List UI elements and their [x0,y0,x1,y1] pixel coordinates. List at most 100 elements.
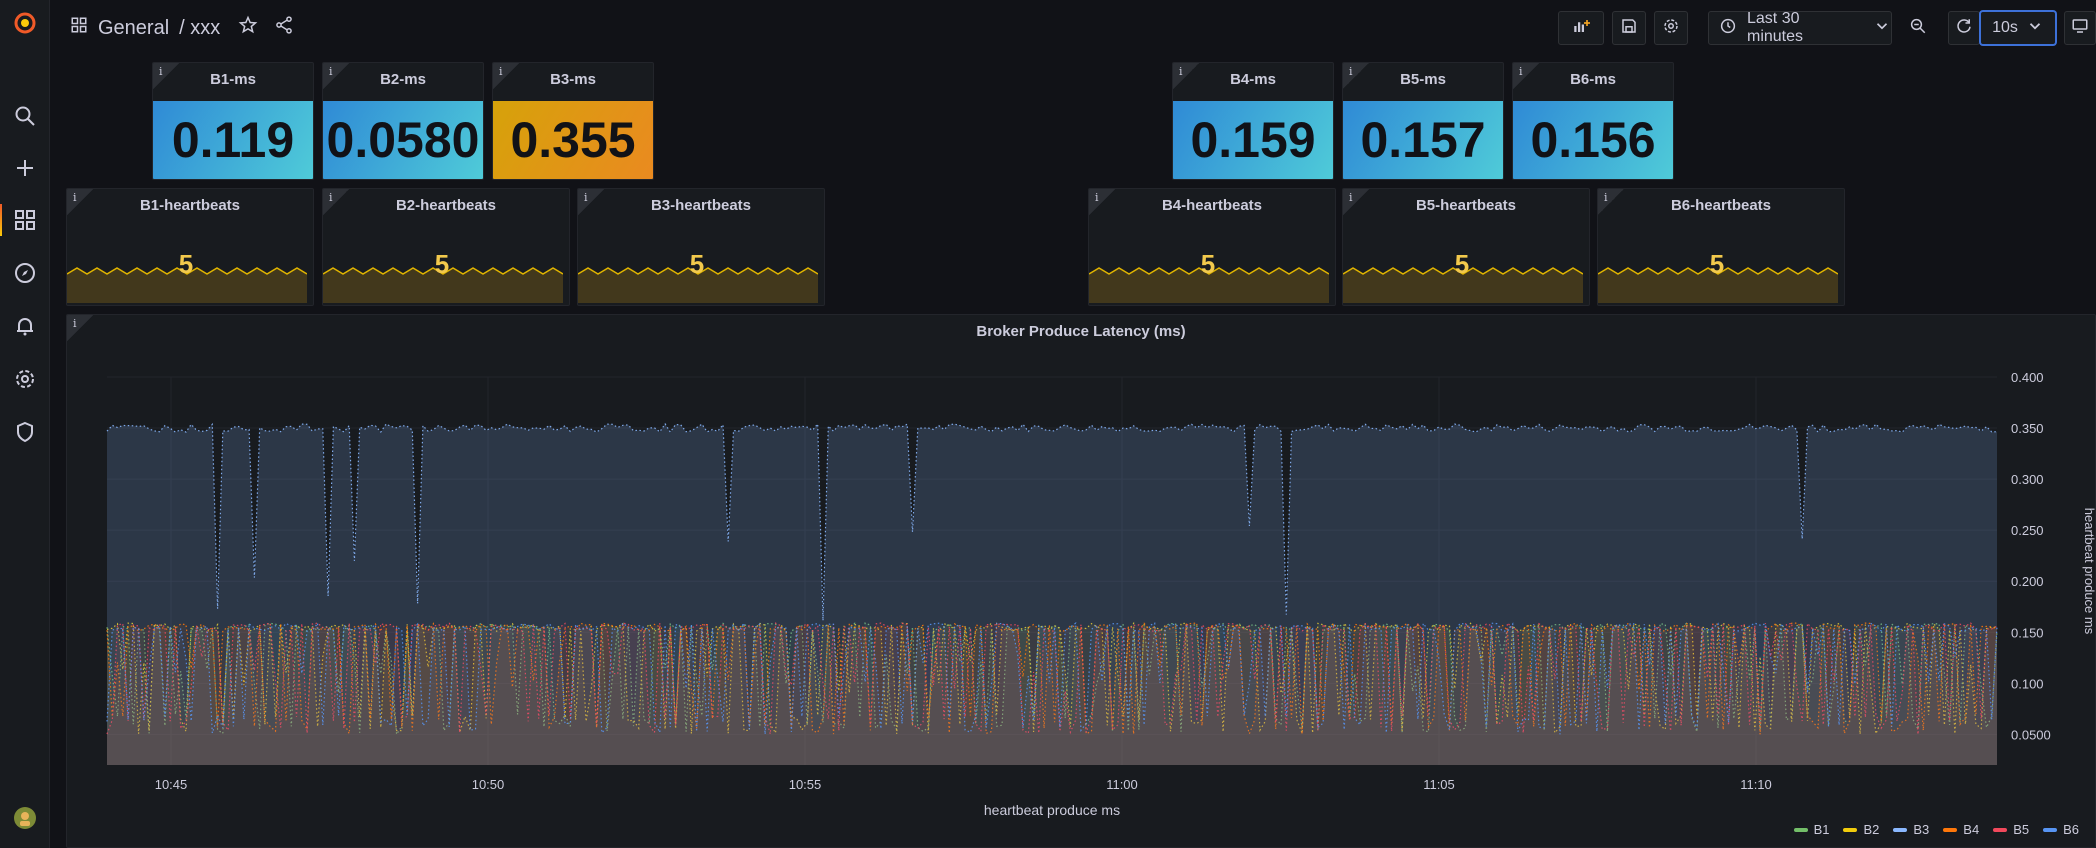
info-icon[interactable]: i [1173,63,1199,89]
info-icon[interactable]: i [323,63,349,89]
stat-value: 0.355 [493,101,653,179]
legend-item[interactable]: B5 [1993,822,2029,837]
sparkline-line [1598,267,1838,275]
stat-panel-b6[interactable]: i B6-ms 0.156 [1512,62,1674,180]
stat-value: 0.156 [1513,101,1673,179]
legend-item[interactable]: B6 [2043,822,2079,837]
x-tick-label: 10:45 [155,777,188,792]
gear-icon[interactable] [0,359,50,399]
info-icon[interactable]: i [1343,189,1369,215]
info-icon[interactable]: i [1598,189,1624,215]
save-icon [1620,17,1638,40]
sparkline-area [1598,268,1838,303]
series-area-B6 [107,623,1997,765]
grafana-logo-icon[interactable] [0,3,50,43]
info-icon[interactable]: i [153,63,179,89]
info-icon[interactable]: i [323,189,349,215]
series-line-B1 [106,621,1998,737]
sparkline-area [1089,268,1329,303]
info-icon[interactable]: i [1513,63,1539,89]
sparkline-area [323,268,563,303]
shield-icon[interactable] [0,412,50,452]
panel-title: B2-ms [380,71,426,88]
info-icon[interactable]: i [67,189,93,215]
zoom-out-button[interactable] [1900,11,1936,45]
x-tick-label: 11:10 [1740,777,1772,792]
top-bar: General / xxx Last 30 minutes [50,0,2096,56]
latency-chart-panel[interactable]: i Broker Produce Latency (ms) 0.0500 0.10… [66,314,2096,848]
stat-panel-b3[interactable]: i B3-ms 0.355 [492,62,654,180]
add-panel-icon [1572,17,1590,40]
panel-title: B5-heartbeats [1415,197,1517,214]
x-tick-label: 10:50 [472,777,505,792]
heartbeat-value: 5 [178,249,194,279]
legend-label: B1 [1813,822,1830,837]
legend-swatch [1893,827,1908,832]
stat-panel-b1[interactable]: i B1-ms 0.119 [152,62,314,180]
sparkline-line [323,267,563,275]
panel-title: B5-ms [1400,71,1446,88]
legend-item[interactable]: B4 [1943,822,1979,837]
legend-label: B3 [1913,822,1930,837]
panel-title: B1-heartbeats [139,197,241,214]
heartbeat-panel-b5[interactable]: i B5-heartbeats 5 [1342,188,1590,306]
info-icon[interactable]: i [1089,189,1115,215]
info-icon[interactable]: i [493,63,519,89]
series-area-B5 [107,623,1997,765]
search-icon[interactable] [0,96,50,136]
star-icon[interactable] [238,15,258,41]
share-icon[interactable] [274,15,294,41]
stat-panel-b2[interactable]: i B2-ms 0.0580 [322,62,484,180]
heartbeat-value: 5 [689,249,705,279]
y-tick-label: 0.350 [2011,421,2044,436]
refresh-button[interactable] [1948,11,1980,45]
tv-mode-button[interactable] [2064,11,2096,45]
chevron-down-icon [2026,17,2044,40]
time-range-picker[interactable]: Last 30 minutes [1708,10,1892,45]
plus-icon[interactable] [0,148,50,188]
heartbeat-panel-b4[interactable]: i B4-heartbeats 5 [1088,188,1336,306]
legend-label: B6 [2063,822,2079,837]
alerting-bell-icon[interactable] [0,306,50,346]
legend-item[interactable]: B1 [1793,822,1830,837]
avatar[interactable] [0,798,50,838]
heartbeat-panel-b6[interactable]: i B6-heartbeats 5 [1597,188,1845,306]
panel-title: B1-ms [210,71,256,88]
info-icon[interactable]: i [1343,63,1369,89]
sparkline-line [67,267,307,275]
settings-gear-icon [1662,17,1680,40]
latency-chart[interactable]: 0.0500 0.100 0.150 0.200 0.250 0.300 0.350 0.40… [67,315,2096,848]
dashboard-settings-button[interactable] [1654,11,1688,45]
sparkline [1089,267,1329,303]
heartbeat-panel-b3[interactable]: i B3-heartbeats 5 [577,188,825,306]
dashboards-grid-icon[interactable] [70,16,88,40]
stat-panel-b5[interactable]: i B5-ms 0.157 [1342,62,1504,180]
sparkline [578,267,818,303]
y-tick-label: 0.400 [2011,370,2044,385]
sparkline-area [1343,268,1583,303]
explore-compass-icon[interactable] [0,253,50,293]
stat-value: 0.159 [1173,101,1333,179]
y-tick-label: 0.100 [2011,676,2044,691]
side-menu [0,0,50,848]
breadcrumb: General / xxx [70,12,294,44]
stat-panel-b4[interactable]: i B4-ms 0.159 [1172,62,1334,180]
legend-item[interactable]: B3 [1893,822,1929,837]
y-axis-label: heartbeat produce ms [2082,508,2096,635]
heartbeat-panel-b2[interactable]: i B2-heartbeats 5 [322,188,570,306]
info-icon[interactable]: i [67,315,93,341]
breadcrumb-dashboard[interactable]: / xxx [179,16,221,39]
save-dashboard-button[interactable] [1612,11,1646,45]
info-icon[interactable]: i [578,189,604,215]
legend-label: B5 [2013,822,2030,837]
heartbeat-value: 5 [434,249,450,279]
dashboards-icon[interactable] [0,200,50,240]
refresh-interval-picker[interactable]: 10s [1980,11,2056,45]
breadcrumb-folder[interactable]: General [98,16,170,39]
add-panel-button[interactable] [1558,11,1604,45]
sparkline-area [67,268,307,303]
legend-item[interactable]: B2 [1843,822,1879,837]
y-tick-label: 0.300 [2011,472,2044,487]
heartbeat-panel-b1[interactable]: i B1-heartbeats 5 [66,188,314,306]
legend-swatch [2043,827,2058,832]
